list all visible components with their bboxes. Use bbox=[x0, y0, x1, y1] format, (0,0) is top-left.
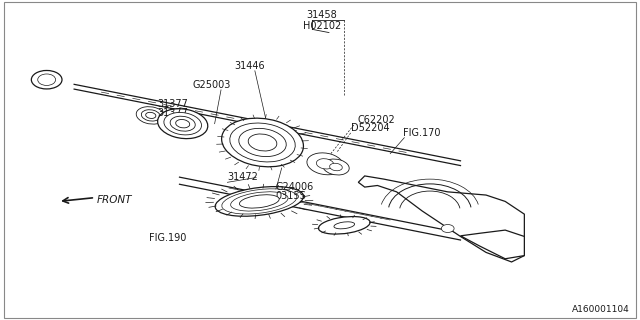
Ellipse shape bbox=[323, 159, 349, 175]
Text: 31472: 31472 bbox=[227, 172, 259, 182]
Ellipse shape bbox=[330, 163, 342, 171]
Ellipse shape bbox=[175, 119, 189, 128]
Ellipse shape bbox=[221, 118, 303, 167]
Text: G25003: G25003 bbox=[192, 80, 230, 90]
Ellipse shape bbox=[141, 110, 160, 121]
Ellipse shape bbox=[31, 70, 62, 89]
Ellipse shape bbox=[146, 112, 156, 118]
Ellipse shape bbox=[239, 128, 286, 156]
Polygon shape bbox=[461, 230, 524, 259]
Text: G24006: G24006 bbox=[275, 182, 314, 192]
Ellipse shape bbox=[230, 123, 295, 162]
Ellipse shape bbox=[442, 225, 454, 233]
Text: 0315S: 0315S bbox=[275, 191, 306, 201]
Text: 31377: 31377 bbox=[157, 99, 189, 109]
Text: C62202: C62202 bbox=[357, 115, 395, 125]
Ellipse shape bbox=[334, 222, 355, 229]
Ellipse shape bbox=[319, 217, 370, 234]
Text: H02102: H02102 bbox=[303, 21, 341, 31]
Text: FIG.190: FIG.190 bbox=[149, 233, 187, 243]
Text: 31377: 31377 bbox=[157, 108, 189, 118]
Ellipse shape bbox=[215, 187, 303, 216]
Ellipse shape bbox=[136, 107, 165, 124]
Ellipse shape bbox=[248, 134, 277, 151]
Text: FRONT: FRONT bbox=[97, 195, 132, 205]
Polygon shape bbox=[358, 176, 524, 262]
Text: 31446: 31446 bbox=[234, 61, 265, 71]
Ellipse shape bbox=[316, 159, 334, 169]
Text: A160001104: A160001104 bbox=[572, 305, 630, 314]
Ellipse shape bbox=[164, 112, 202, 135]
Text: 31458: 31458 bbox=[307, 10, 337, 20]
Text: FIG.170: FIG.170 bbox=[403, 128, 440, 138]
Ellipse shape bbox=[307, 153, 343, 175]
Ellipse shape bbox=[38, 74, 56, 85]
Ellipse shape bbox=[239, 195, 279, 208]
Ellipse shape bbox=[157, 109, 208, 139]
Text: D52204: D52204 bbox=[351, 123, 389, 133]
Ellipse shape bbox=[170, 116, 195, 131]
